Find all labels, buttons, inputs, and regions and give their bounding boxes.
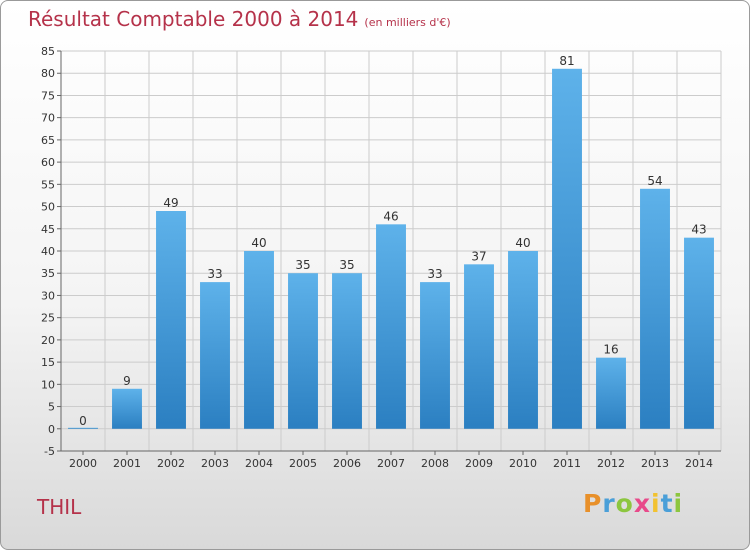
bar xyxy=(508,251,538,429)
logo-letter: P xyxy=(583,489,603,518)
chart-subtitle: (en milliers d'€) xyxy=(364,16,451,29)
y-tick-label: 75 xyxy=(41,89,55,102)
bar xyxy=(332,273,362,429)
x-tick-label: 2005 xyxy=(289,457,317,470)
bar-value-label: 35 xyxy=(339,258,354,272)
y-tick-label: 35 xyxy=(41,267,55,280)
y-tick-label: 55 xyxy=(41,178,55,191)
x-tick-label: 2000 xyxy=(69,457,97,470)
bar xyxy=(68,427,98,429)
bar xyxy=(552,68,582,429)
bar xyxy=(112,388,142,429)
bar-value-label: 40 xyxy=(251,236,266,250)
y-tick-label: 0 xyxy=(48,423,55,436)
bar-value-label: 0 xyxy=(79,414,87,428)
bar xyxy=(200,282,230,429)
x-tick-label: 2012 xyxy=(597,457,625,470)
x-tick-label: 2013 xyxy=(641,457,669,470)
x-tick-label: 2014 xyxy=(685,457,713,470)
logo-letter: i xyxy=(673,489,684,518)
y-tick-label: -5 xyxy=(44,445,55,458)
x-tick-label: 2007 xyxy=(377,457,405,470)
y-tick-label: 30 xyxy=(41,289,55,302)
bar xyxy=(464,264,494,429)
bar-value-label: 37 xyxy=(471,249,486,263)
bar xyxy=(288,273,318,429)
bar-value-label: 35 xyxy=(295,258,310,272)
chart-title: Résultat Comptable 2000 à 2014 (en millie… xyxy=(28,7,451,31)
proxiti-logo: Proxiti xyxy=(583,489,683,518)
bar-value-label: 54 xyxy=(647,174,662,188)
bar-value-label: 43 xyxy=(691,223,706,237)
chart-title-text: Résultat Comptable 2000 à 2014 xyxy=(28,7,359,31)
y-tick-label: 40 xyxy=(41,245,55,258)
logo-letter: r xyxy=(602,489,616,518)
bar xyxy=(244,251,274,429)
bar xyxy=(156,211,186,429)
x-tick-label: 2011 xyxy=(553,457,581,470)
y-tick-label: 25 xyxy=(41,312,55,325)
x-tick-label: 2003 xyxy=(201,457,229,470)
x-tick-label: 2001 xyxy=(113,457,141,470)
x-tick-label: 2009 xyxy=(465,457,493,470)
x-tick-label: 2010 xyxy=(509,457,537,470)
y-tick-label: 20 xyxy=(41,334,55,347)
y-tick-label: 65 xyxy=(41,134,55,147)
y-tick-label: 10 xyxy=(41,378,55,391)
x-tick-label: 2008 xyxy=(421,457,449,470)
y-tick-label: 5 xyxy=(48,401,55,414)
bar-value-label: 33 xyxy=(207,267,222,281)
bar-value-label: 33 xyxy=(427,267,442,281)
city-name: THIL xyxy=(37,495,82,519)
bar-value-label: 9 xyxy=(123,374,131,388)
bar-value-label: 46 xyxy=(383,209,398,223)
y-tick-label: 50 xyxy=(41,201,55,214)
y-tick-label: 80 xyxy=(41,67,55,80)
bar-value-label: 40 xyxy=(515,236,530,250)
bar xyxy=(640,188,670,429)
bar xyxy=(684,237,714,429)
bar-value-label: 16 xyxy=(603,343,618,357)
y-tick-label: 15 xyxy=(41,356,55,369)
y-tick-label: 70 xyxy=(41,112,55,125)
y-tick-label: 45 xyxy=(41,223,55,236)
x-tick-label: 2006 xyxy=(333,457,361,470)
logo-letter: x xyxy=(633,489,651,518)
logo-letter: i xyxy=(651,489,661,518)
bar xyxy=(420,282,450,429)
bar-value-label: 49 xyxy=(163,196,178,210)
x-tick-label: 2004 xyxy=(245,457,273,470)
logo-letter: o xyxy=(615,489,634,518)
bar-value-label: 81 xyxy=(559,54,574,68)
y-tick-label: 60 xyxy=(41,156,55,169)
axis-layer: -5 0 5 10 15 20 25 30 35 40 45 50 55 60 65 70 75 80 85 2000… xyxy=(41,45,721,470)
bar xyxy=(596,357,626,429)
logo-letter: t xyxy=(660,489,674,518)
bars-layer: 0 9 49 33 40 35 35 46 33 37 40 81 16 54 43 xyxy=(68,54,714,429)
bar xyxy=(376,224,406,429)
y-tick-label: 85 xyxy=(41,45,55,58)
x-tick-label: 2002 xyxy=(157,457,185,470)
